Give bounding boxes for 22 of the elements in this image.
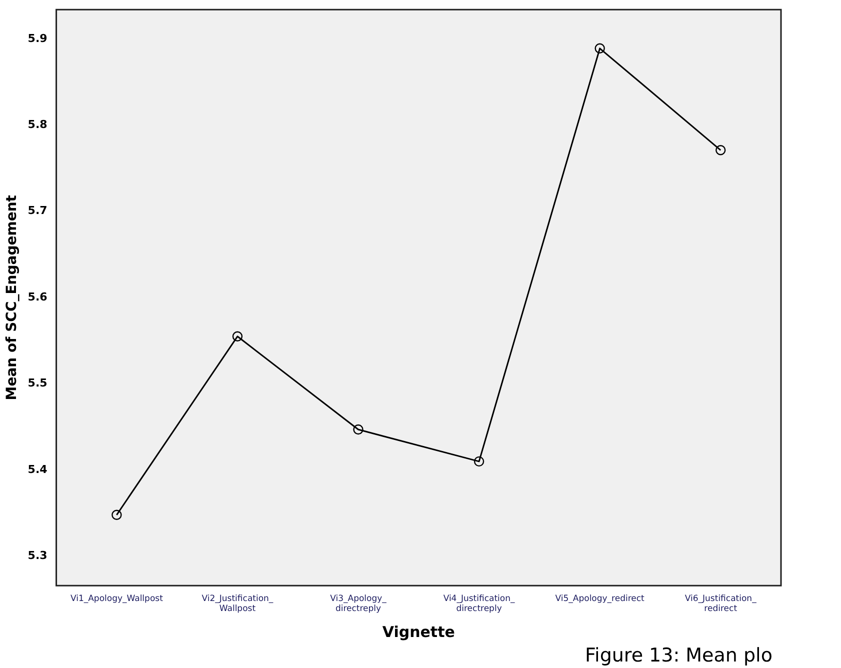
y-tick-label: 5.8 [28,118,48,132]
x-axis-title: Vignette [382,622,455,641]
point [353,424,364,435]
y-tick-label: 5.9 [28,32,48,45]
point [716,145,726,156]
point [594,43,605,54]
x-tick-label: Vi2_Justification_Wallpost [202,594,274,614]
caption: Figure 13: Mean plo [585,644,772,666]
y-tick-label: 5.6 [28,290,48,304]
y-tick-label: 5.5 [28,376,48,390]
x-tick-label: Vi3_Apology_directreply [330,594,388,614]
x-tick-label: Vi6_Justification_redirect [684,594,758,614]
x-tick-label: Vi1_Apology_Wallpost [70,594,164,604]
x-tick-label: Vi5_Apology_redirect [555,594,646,604]
x-tick-label: Vi4_Justification_directreply [443,594,516,614]
y-tick-label: 5.7 [28,204,48,218]
point [232,331,243,342]
y-tick-label: 5.3 [28,549,48,562]
y-axis-title: Mean of SCC_Engagement [4,194,20,400]
point [112,510,122,520]
point [474,456,484,467]
y-tick-label: 5.4 [28,462,48,476]
